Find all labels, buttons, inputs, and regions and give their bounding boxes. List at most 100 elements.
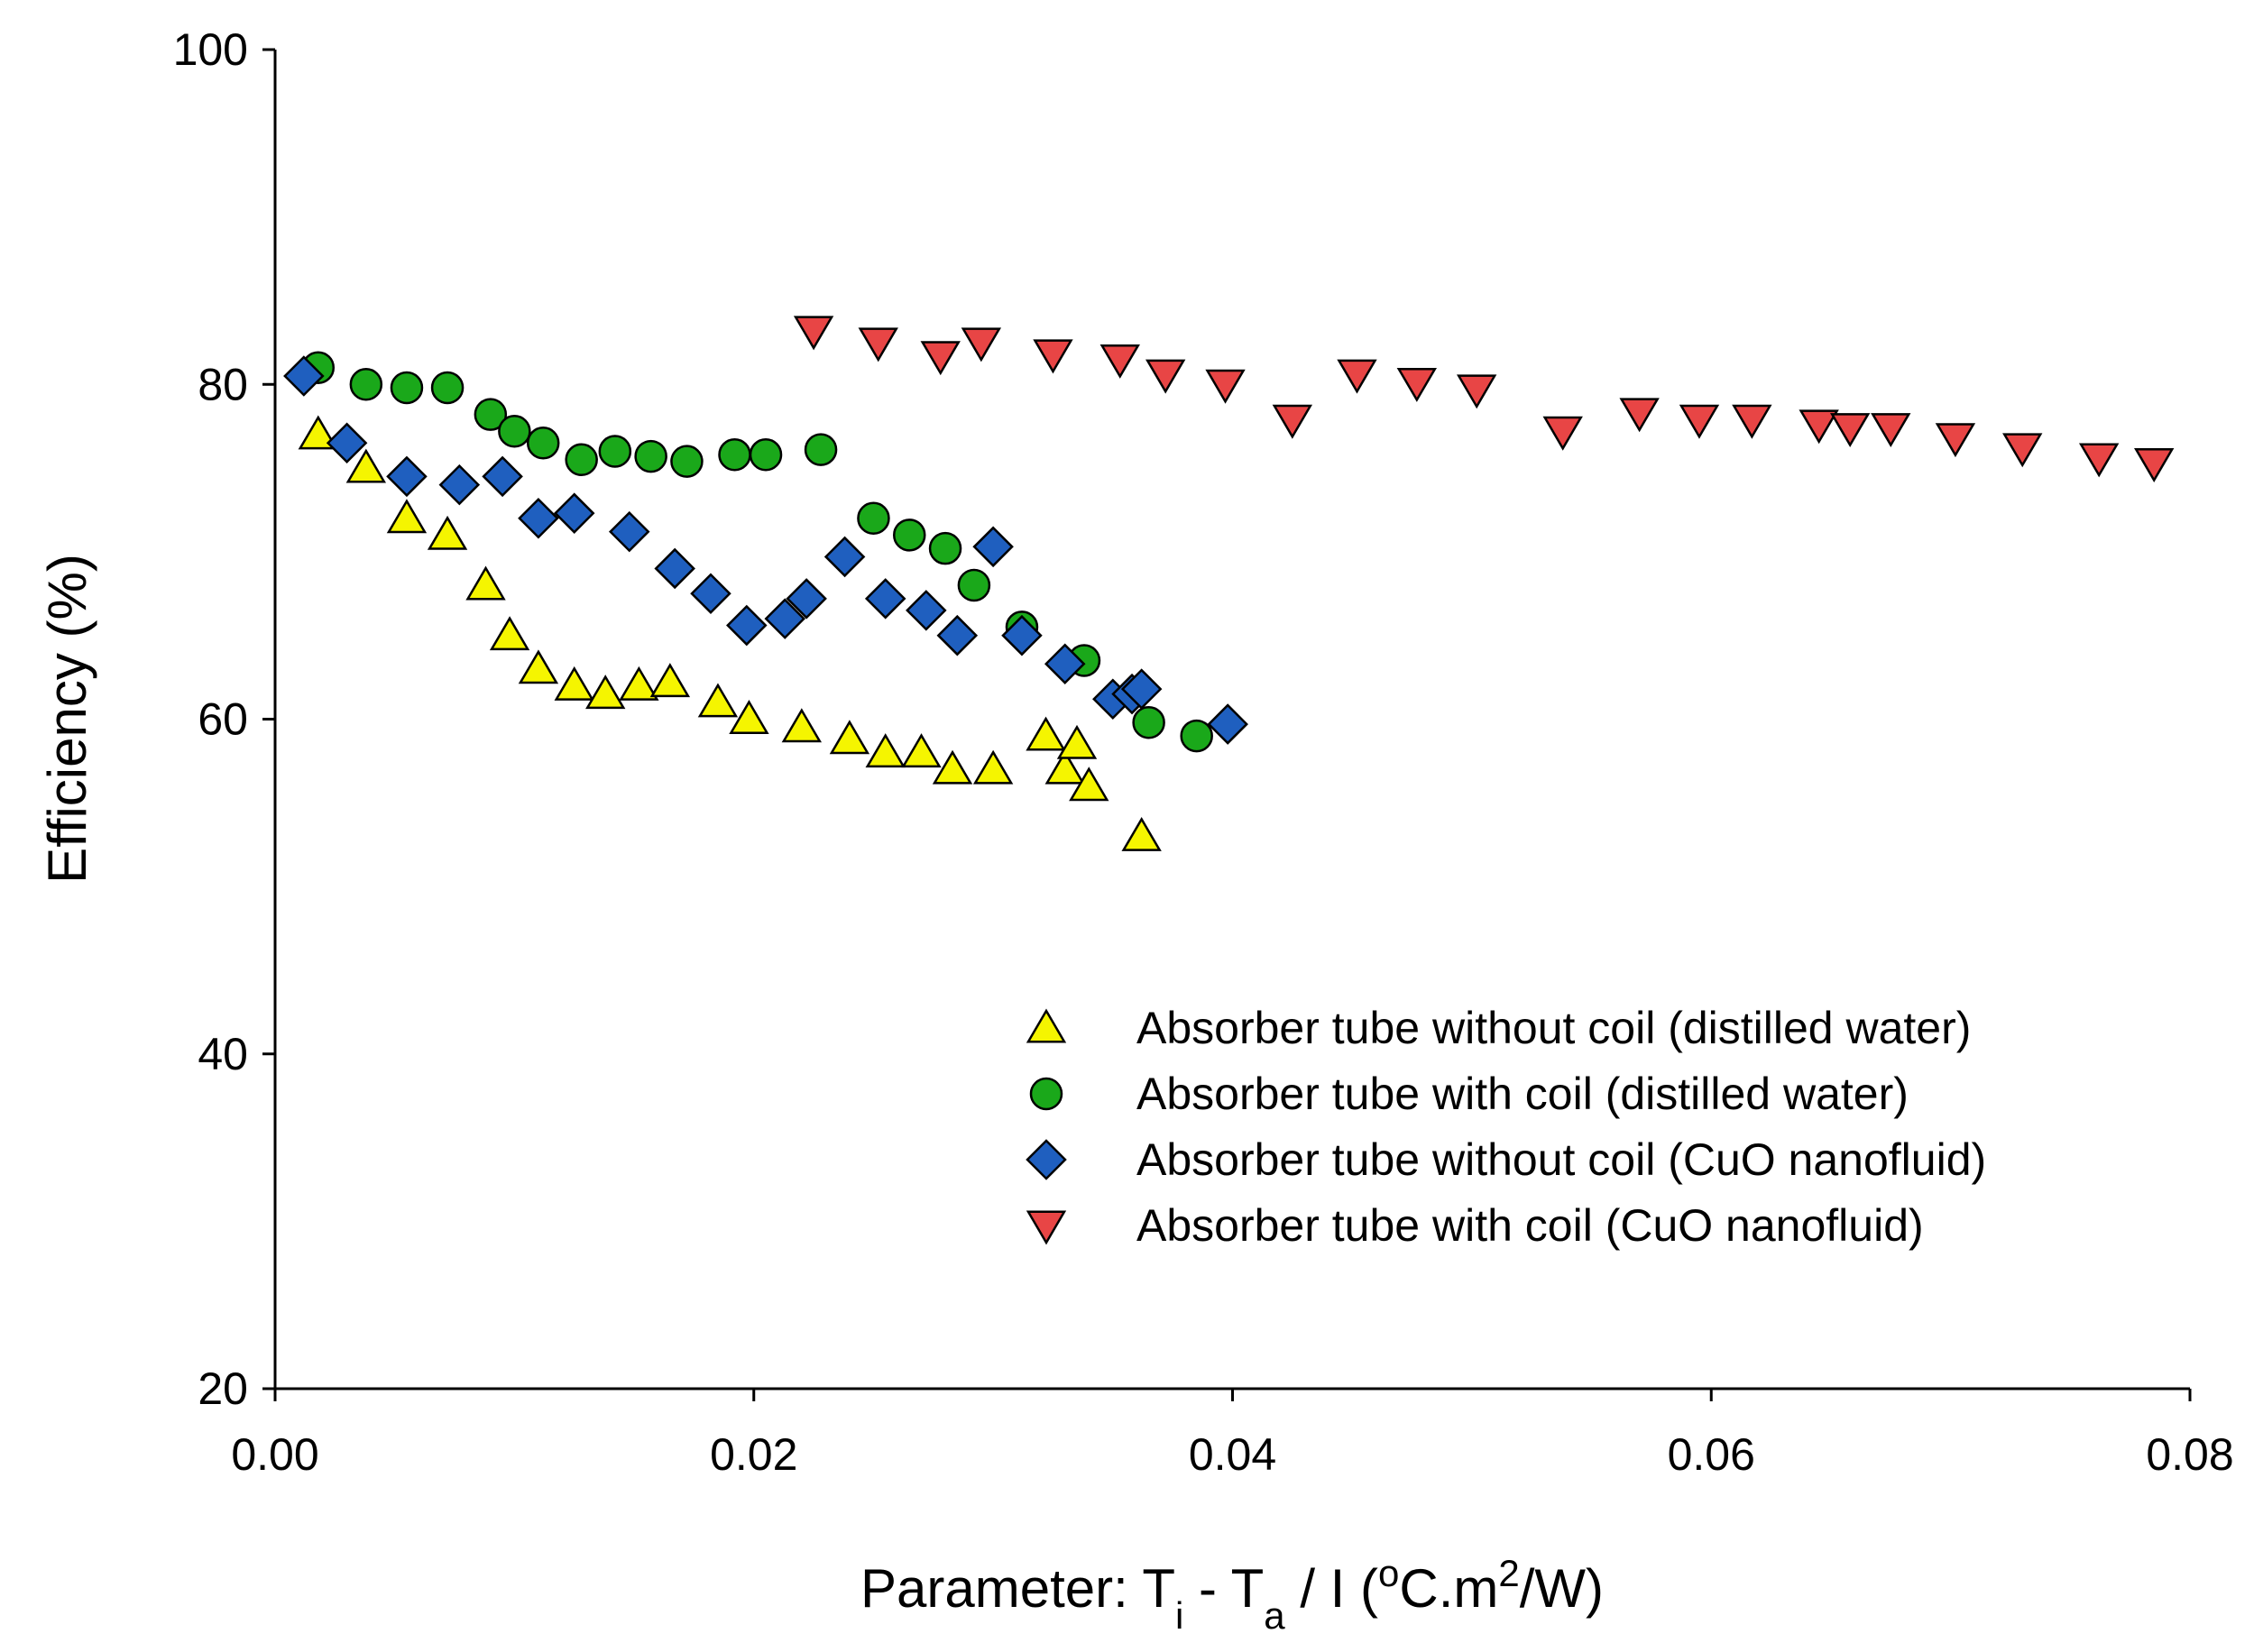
data-point (1180, 719, 1213, 753)
data-point (804, 433, 838, 466)
data-point (2134, 448, 2175, 482)
data-point (1205, 369, 1246, 404)
series-2 (301, 351, 1213, 753)
data-point (349, 368, 383, 401)
x-tick-label: 0.04 (1189, 1429, 1276, 1480)
data-point (764, 598, 806, 639)
x-tick-label: 0.00 (231, 1429, 318, 1480)
legend-marker (1026, 1008, 1067, 1043)
data-point (864, 578, 906, 620)
legend-label: Absorber tube with coil (CuO nanofluid) (1136, 1200, 1924, 1251)
data-point (1829, 413, 1871, 447)
data-point (430, 371, 465, 405)
data-point (518, 649, 559, 684)
data-point (972, 526, 1014, 568)
data-point (793, 316, 834, 351)
data-point (554, 665, 594, 701)
data-point (608, 510, 650, 553)
data-point (1871, 413, 1911, 447)
data-point (726, 604, 768, 647)
data-point (936, 614, 979, 656)
x-axis-title: Parameter: Ti - Ta / I (oC.m2/W) (860, 1552, 1604, 1637)
data-point (386, 455, 428, 498)
data-point (2078, 443, 2120, 478)
data-point (670, 445, 704, 478)
data-point (957, 568, 991, 602)
data-point (749, 437, 783, 472)
data-point (829, 720, 870, 755)
data-point (1619, 398, 1660, 433)
data-point (690, 573, 731, 615)
legend-item: Absorber tube with coil (distilled water… (1029, 1069, 1909, 1119)
legend: Absorber tube without coil (distilled wa… (1026, 1003, 1986, 1251)
data-point (345, 448, 387, 483)
data-point (786, 578, 827, 620)
data-point (474, 398, 508, 431)
data-point (298, 415, 338, 450)
data-point (1935, 423, 1976, 458)
axis-ticks: 0.00 0.02 0.04 0.06 0.08 20 40 60 80 100 (173, 24, 2234, 1480)
data-point (482, 455, 523, 498)
data-point (906, 590, 947, 631)
data-point (718, 437, 751, 472)
legend-item: Absorber tube with coil (CuO nanofluid) (1026, 1200, 1924, 1251)
data-point (972, 749, 1014, 785)
data-series (283, 316, 2175, 851)
data-point (1033, 339, 1073, 374)
legend-label: Absorber tube without coil (CuO nanoflui… (1136, 1134, 1986, 1185)
series-1 (298, 415, 1162, 851)
data-point (1272, 404, 1313, 439)
y-tick-label: 100 (173, 24, 248, 75)
data-point (1679, 404, 1720, 439)
x-tick-label: 0.08 (2146, 1429, 2233, 1480)
data-point (489, 616, 530, 651)
data-point (1207, 703, 1248, 745)
data-point (1121, 816, 1162, 851)
data-point (390, 371, 424, 405)
data-point (1337, 359, 1377, 394)
data-point (858, 327, 898, 363)
data-point (729, 700, 769, 734)
legend-item: Absorber tube without coil (distilled wa… (1026, 1003, 1971, 1053)
data-point (1056, 724, 1098, 759)
data-point (1044, 749, 1085, 785)
data-point (697, 683, 739, 718)
data-point (1145, 359, 1186, 394)
data-point (1026, 716, 1066, 751)
series-3 (283, 355, 1248, 745)
data-point (1120, 668, 1163, 710)
data-point (585, 675, 626, 710)
y-tick-label: 80 (198, 359, 248, 409)
legend-marker (1026, 1139, 1067, 1180)
data-point (634, 439, 667, 473)
data-point (386, 499, 428, 534)
data-point (498, 414, 531, 448)
data-point (1732, 404, 1772, 439)
series-4 (793, 316, 2175, 482)
legend-label: Absorber tube with coil (distilled water… (1136, 1069, 1909, 1119)
data-point (823, 536, 866, 578)
data-point (865, 733, 906, 768)
y-axis-title: Efficiency (%) (37, 554, 97, 884)
data-point (1457, 374, 1497, 409)
legend-marker (1029, 1077, 1063, 1111)
data-point (1396, 367, 1438, 402)
legend-label: Absorber tube without coil (distilled wa… (1136, 1003, 1971, 1053)
data-point (2002, 433, 2043, 468)
y-tick-label: 40 (198, 1029, 248, 1079)
data-point (427, 515, 468, 550)
legend-item: Absorber tube without coil (CuO nanoflui… (1026, 1134, 1986, 1185)
data-point (1044, 643, 1086, 685)
data-point (526, 426, 560, 460)
data-point (1099, 344, 1140, 379)
data-point (1132, 705, 1165, 739)
data-point (518, 497, 559, 539)
data-point (928, 531, 962, 565)
data-point (857, 501, 890, 535)
x-tick-label: 0.06 (1668, 1429, 1755, 1480)
data-point (1001, 614, 1043, 656)
data-point (565, 443, 598, 477)
data-point (1799, 409, 1839, 445)
data-point (781, 708, 823, 743)
